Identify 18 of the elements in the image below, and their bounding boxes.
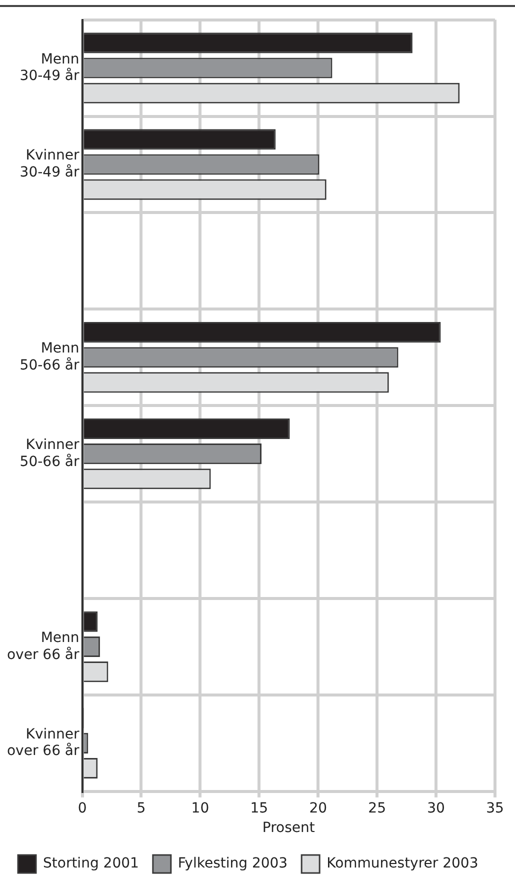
x-tick-label: 25	[368, 800, 386, 816]
x-tick-label: 35	[486, 800, 504, 816]
x-axis-title: Prosent	[262, 820, 316, 836]
legend-label: Fylkesting 2003	[178, 856, 288, 872]
x-tick-label: 15	[250, 800, 268, 816]
x-tick-label: 30	[427, 800, 445, 816]
y-tick-label: Kvinner over 66 år	[6, 726, 80, 760]
legend-label: Kommunestyrer 2003	[326, 856, 478, 872]
y-tick-label: Menn 30-49 år	[20, 51, 80, 84]
y-tick-label: Menn 50-66 år	[20, 340, 80, 374]
x-tick-label: 20	[309, 800, 328, 816]
x-tick-label: 5	[136, 800, 146, 816]
x-tick-label: 0	[78, 800, 87, 816]
y-tick-label: Kvinner 50-66 år	[20, 437, 80, 470]
legend-label: Storting 2001	[43, 856, 139, 872]
x-tick-label: 10	[191, 800, 210, 816]
y-tick-label: Menn over 66 år	[6, 630, 80, 663]
y-tick-label: Kvinner 30-49 år	[20, 148, 80, 181]
